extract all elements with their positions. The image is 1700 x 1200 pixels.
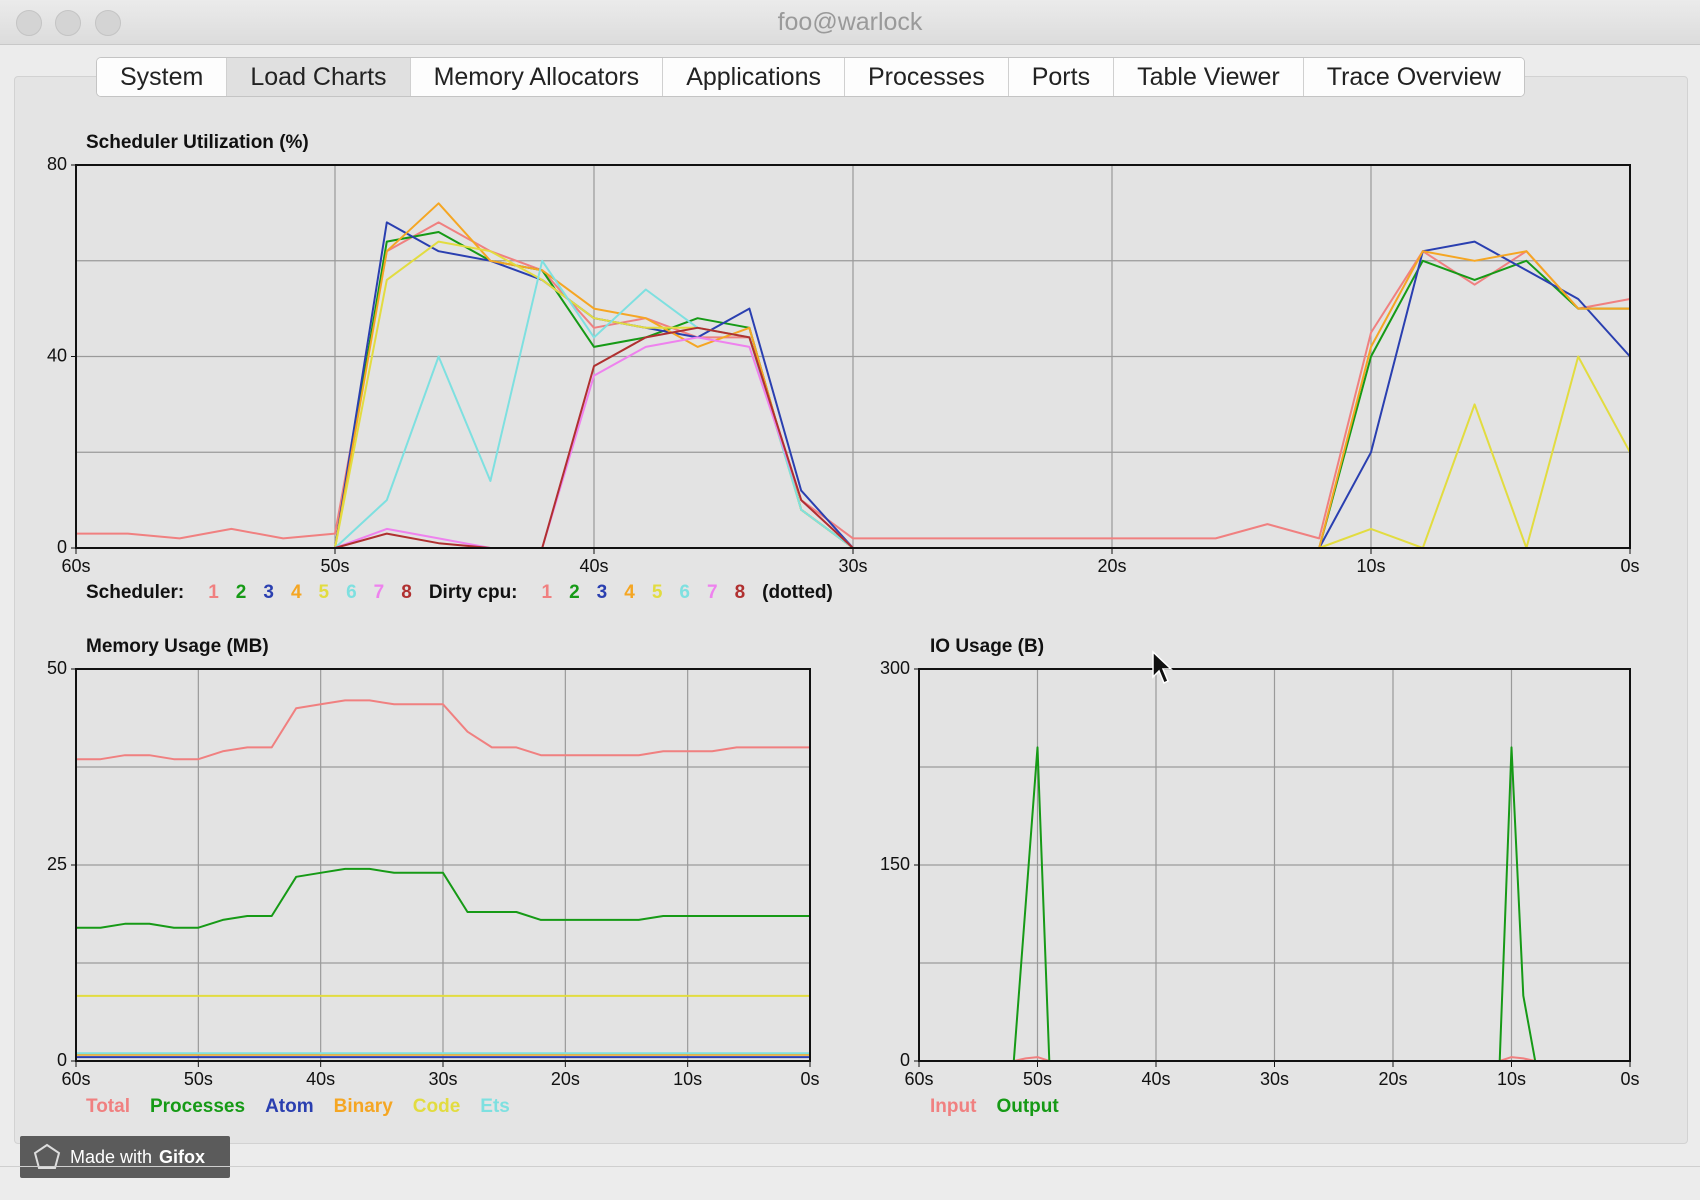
legend-entry: Binary bbox=[334, 1096, 394, 1117]
x-tick-label: 20s bbox=[1378, 1069, 1407, 1089]
tab[interactable]: Table Viewer bbox=[1113, 58, 1303, 96]
x-tick-label: 50s bbox=[184, 1069, 213, 1089]
x-tick-label: 30s bbox=[838, 556, 867, 576]
chart-title: IO Usage (B) bbox=[930, 636, 1044, 657]
x-tick-label: 50s bbox=[320, 556, 349, 576]
window-edge bbox=[0, 1166, 1700, 1167]
tab[interactable]: Memory Allocators bbox=[409, 58, 663, 96]
chart-title: Memory Usage (MB) bbox=[86, 636, 269, 657]
y-tick-label: 0 bbox=[57, 1050, 67, 1070]
watermark-logo bbox=[33, 1143, 61, 1169]
watermark-brand: Gifox bbox=[159, 1147, 206, 1167]
minimize-button[interactable] bbox=[55, 10, 81, 36]
y-tick-label: 40 bbox=[47, 345, 67, 365]
series-line bbox=[76, 867, 810, 929]
y-tick-label: 80 bbox=[47, 154, 67, 174]
x-tick-label: 20s bbox=[551, 1069, 580, 1089]
y-tick-label: 300 bbox=[880, 658, 910, 678]
legend-entry: 8 bbox=[735, 582, 746, 603]
x-tick-label: 30s bbox=[428, 1069, 457, 1089]
legend-label: Dirty cpu: bbox=[429, 582, 518, 603]
x-tick-label: 0s bbox=[1620, 1069, 1639, 1089]
legend-entry: 8 bbox=[401, 582, 412, 603]
legend-entry: Total bbox=[86, 1096, 130, 1117]
legend-entry: Processes bbox=[150, 1096, 245, 1117]
legend-entry: Code bbox=[413, 1096, 461, 1117]
chart-title: Scheduler Utilization (%) bbox=[86, 132, 309, 153]
tab[interactable]: Applications bbox=[662, 58, 844, 96]
x-tick-label: 40s bbox=[579, 556, 608, 576]
tab[interactable]: System bbox=[97, 58, 227, 96]
legend-entry: 4 bbox=[291, 582, 302, 603]
x-tick-label: 60s bbox=[904, 1069, 933, 1089]
watermark: Made with Gifox bbox=[20, 1136, 230, 1178]
x-tick-label: 20s bbox=[1097, 556, 1126, 576]
x-tick-label: 50s bbox=[1023, 1069, 1052, 1089]
x-tick-label: 30s bbox=[1260, 1069, 1289, 1089]
legend-entry: 7 bbox=[707, 582, 718, 603]
y-tick-label: 150 bbox=[880, 854, 910, 874]
x-tick-label: 10s bbox=[673, 1069, 702, 1089]
legend-entry: 1 bbox=[208, 582, 219, 603]
legend-entry: Input bbox=[930, 1096, 977, 1117]
window-title: foo@warlock bbox=[777, 8, 923, 36]
y-tick-label: 0 bbox=[900, 1050, 910, 1070]
x-tick-label: 40s bbox=[306, 1069, 335, 1089]
legend-entry: 6 bbox=[346, 582, 357, 603]
y-tick-label: 50 bbox=[47, 658, 67, 678]
legend-entry: 3 bbox=[263, 582, 274, 603]
x-tick-label: 10s bbox=[1497, 1069, 1526, 1089]
legend-entry: 3 bbox=[597, 582, 608, 603]
series-line bbox=[76, 221, 1631, 540]
legend-entry: 5 bbox=[319, 582, 330, 603]
legend-entry: 2 bbox=[569, 582, 580, 603]
tab[interactable]: Ports bbox=[1007, 58, 1114, 96]
tab[interactable]: Processes bbox=[844, 58, 1008, 96]
mouse-cursor bbox=[1152, 650, 1173, 685]
tab[interactable]: Load Charts bbox=[226, 58, 410, 96]
zoom-button[interactable] bbox=[95, 10, 121, 36]
legend-entry: 2 bbox=[236, 582, 247, 603]
x-tick-label: 60s bbox=[61, 556, 90, 576]
close-button[interactable] bbox=[16, 10, 42, 36]
legend-entry: Ets bbox=[480, 1096, 510, 1117]
legend-entry: 5 bbox=[652, 582, 663, 603]
legend-entry: Atom bbox=[265, 1096, 314, 1117]
x-tick-label: 40s bbox=[1141, 1069, 1170, 1089]
legend-entry: 4 bbox=[624, 582, 635, 603]
legend-entry: Output bbox=[996, 1096, 1059, 1117]
legend-entry: 7 bbox=[374, 582, 385, 603]
legend-entry: 6 bbox=[679, 582, 690, 603]
y-tick-label: 25 bbox=[47, 854, 67, 874]
plot-border bbox=[75, 164, 1631, 549]
title-bar: foo@warlock bbox=[0, 0, 1700, 45]
y-tick-label: 0 bbox=[57, 537, 67, 557]
watermark-prefix: Made with bbox=[70, 1147, 153, 1167]
legend-label: Scheduler: bbox=[86, 582, 184, 603]
legend-entry: 1 bbox=[542, 582, 553, 603]
x-tick-label: 10s bbox=[1356, 556, 1385, 576]
x-tick-label: 0s bbox=[1620, 556, 1639, 576]
plot-border bbox=[918, 668, 1631, 1062]
tab[interactable]: Trace Overview bbox=[1302, 58, 1524, 96]
x-tick-label: 60s bbox=[61, 1069, 90, 1089]
legend-note: (dotted) bbox=[762, 582, 833, 603]
series-line bbox=[76, 699, 810, 761]
x-tick-label: 0s bbox=[800, 1069, 819, 1089]
plot-border bbox=[75, 668, 811, 1062]
tab-bar: System Load Charts Memory Allocators Applic… bbox=[96, 57, 1525, 97]
